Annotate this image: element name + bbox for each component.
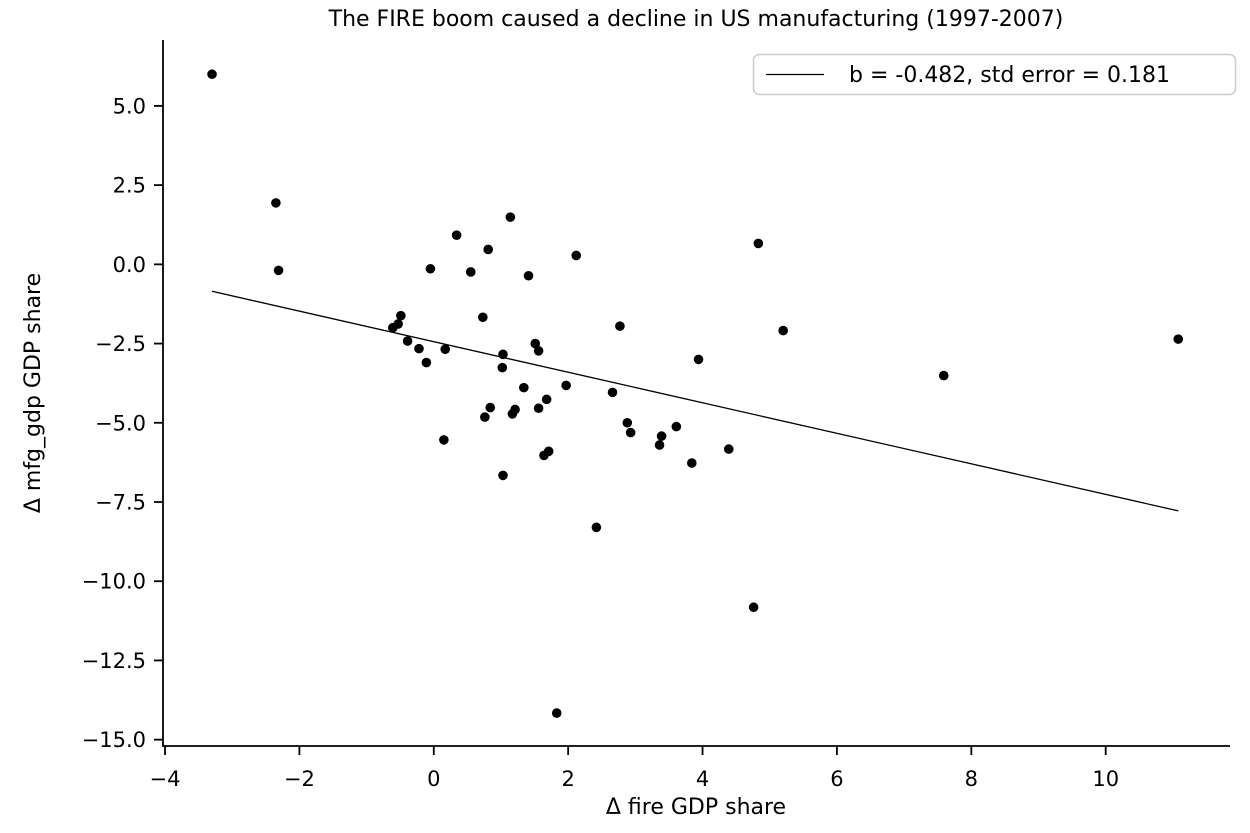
plot-area: −4 −2 0 2 4 6 8 10 5.0 2.5 0.0 −2.5 −5.0 −7.5 −10.0 −12… (82, 40, 1230, 791)
data-point (271, 198, 281, 208)
y-tick-label: 5.0 (113, 94, 146, 118)
data-point (440, 344, 451, 355)
data-point (523, 270, 534, 281)
data-point (480, 412, 490, 422)
data-point (671, 421, 682, 432)
x-tick-label: 4 (696, 767, 709, 791)
data-point (607, 387, 618, 398)
x-tick-label: 6 (830, 767, 843, 791)
x-tick-label: 2 (561, 767, 574, 791)
x-tick-label: −2 (284, 767, 315, 791)
data-point (748, 602, 759, 613)
data-point (451, 230, 462, 240)
data-point (543, 446, 554, 457)
data-point (425, 263, 436, 274)
y-tick-label: −12.5 (82, 649, 146, 673)
data-point (541, 394, 552, 405)
data-point (656, 431, 667, 441)
data-point (622, 417, 633, 428)
data-point (507, 409, 518, 419)
data-point (625, 427, 636, 438)
data-point (485, 402, 496, 413)
data-point (402, 336, 413, 346)
data-point (439, 435, 449, 445)
data-point (497, 362, 508, 373)
legend-label: b = -0.482, std error = 0.181 (849, 63, 1170, 88)
y-tick-label: −7.5 (95, 491, 146, 515)
data-point (938, 370, 949, 381)
y-axis-label: Δ mfg_gdp GDP share (21, 273, 46, 513)
chart-title: The FIRE boom caused a decline in US man… (328, 7, 1064, 32)
data-point (571, 250, 582, 261)
data-point (478, 312, 488, 323)
data-point (591, 522, 602, 533)
data-point (530, 338, 541, 349)
data-point (498, 349, 508, 360)
data-point (1173, 334, 1184, 344)
data-point (533, 403, 544, 414)
legend-box (752, 53, 1237, 96)
data-point (421, 357, 432, 368)
y-tick-label: 2.5 (113, 174, 146, 198)
x-tick-label: 10 (1092, 767, 1119, 791)
y-tick-label: 0.0 (113, 253, 146, 277)
data-point (483, 244, 494, 255)
data-point (686, 458, 697, 468)
data-point (551, 708, 562, 718)
data-point (414, 343, 424, 354)
x-tick-label: 0 (427, 767, 440, 791)
data-point (561, 380, 571, 391)
y-tick-label: −2.5 (95, 332, 146, 356)
data-point (519, 382, 529, 393)
x-tick-label: −4 (150, 767, 181, 791)
data-point (505, 212, 516, 222)
data-point (273, 265, 284, 276)
regression-line (211, 290, 1179, 512)
y-tick-label: −10.0 (82, 570, 146, 594)
data-point (465, 267, 476, 277)
data-point (396, 310, 406, 321)
data-point (654, 440, 665, 450)
data-point (498, 470, 508, 481)
y-tick-label: −5.0 (95, 411, 146, 435)
data-point (387, 322, 398, 333)
legend: b = -0.482, std error = 0.181 (752, 53, 1237, 96)
data-point (778, 325, 788, 336)
data-point (207, 69, 217, 80)
x-tick-label: 8 (965, 767, 978, 791)
data-point (723, 444, 734, 454)
y-tick-label: −15.0 (82, 728, 146, 752)
x-axis-label: Δ fire GDP share (606, 795, 786, 820)
data-point (615, 321, 625, 331)
data-point (693, 354, 704, 365)
data-point (753, 238, 764, 249)
data-point (533, 346, 544, 356)
